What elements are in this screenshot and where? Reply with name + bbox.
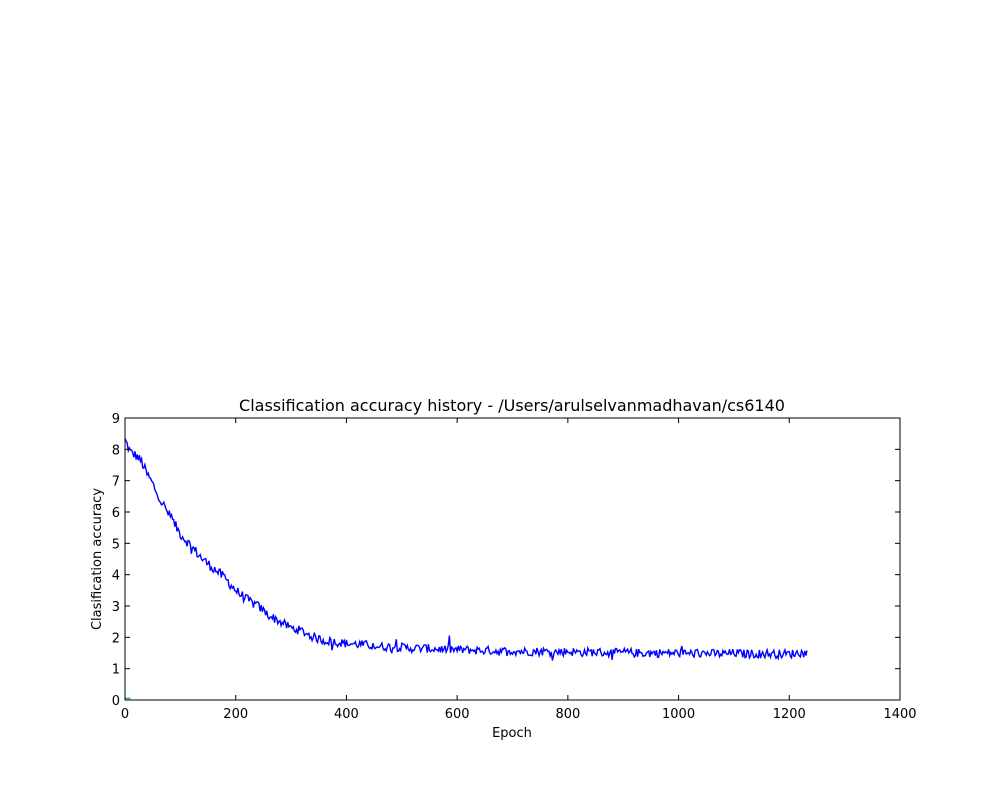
y-tick-label: 7 — [112, 475, 120, 490]
y-tick-label: 4 — [112, 569, 120, 584]
y-tick-label: 8 — [112, 443, 120, 458]
y-tick-label: 3 — [112, 600, 120, 615]
plot-frame — [124, 417, 901, 701]
y-tick-label: 0 — [112, 694, 120, 709]
chart-title: Classification accuracy history - /Users… — [239, 396, 785, 415]
y-tick-label: 9 — [112, 412, 120, 427]
x-tick-label: 600 — [445, 707, 470, 722]
plot-background — [125, 418, 900, 700]
axes: 0 200 400 600 800 1000 1200 1400 0 1 2 3 4 5 6 7 8 9 — [112, 412, 917, 722]
x-axis-title: Epoch — [492, 726, 532, 741]
series-line-1 — [124, 438, 808, 661]
y-tick-label: 5 — [112, 537, 120, 552]
x-tick-label: 1000 — [662, 707, 695, 722]
y-tick-label: 1 — [112, 663, 120, 678]
x-tick-label: 1200 — [773, 707, 806, 722]
y-axis-title: Clasification accuracy — [90, 488, 105, 630]
x-tick-label: 0 — [121, 707, 129, 722]
x-tick-label: 400 — [334, 707, 359, 722]
plot-area — [124, 418, 900, 700]
x-tick-label: 200 — [223, 707, 248, 722]
y-tick-label: 2 — [112, 631, 120, 646]
x-tick-label: 800 — [555, 707, 580, 722]
x-tick-label: 1400 — [883, 707, 916, 722]
y-tick-label: 6 — [112, 506, 120, 521]
